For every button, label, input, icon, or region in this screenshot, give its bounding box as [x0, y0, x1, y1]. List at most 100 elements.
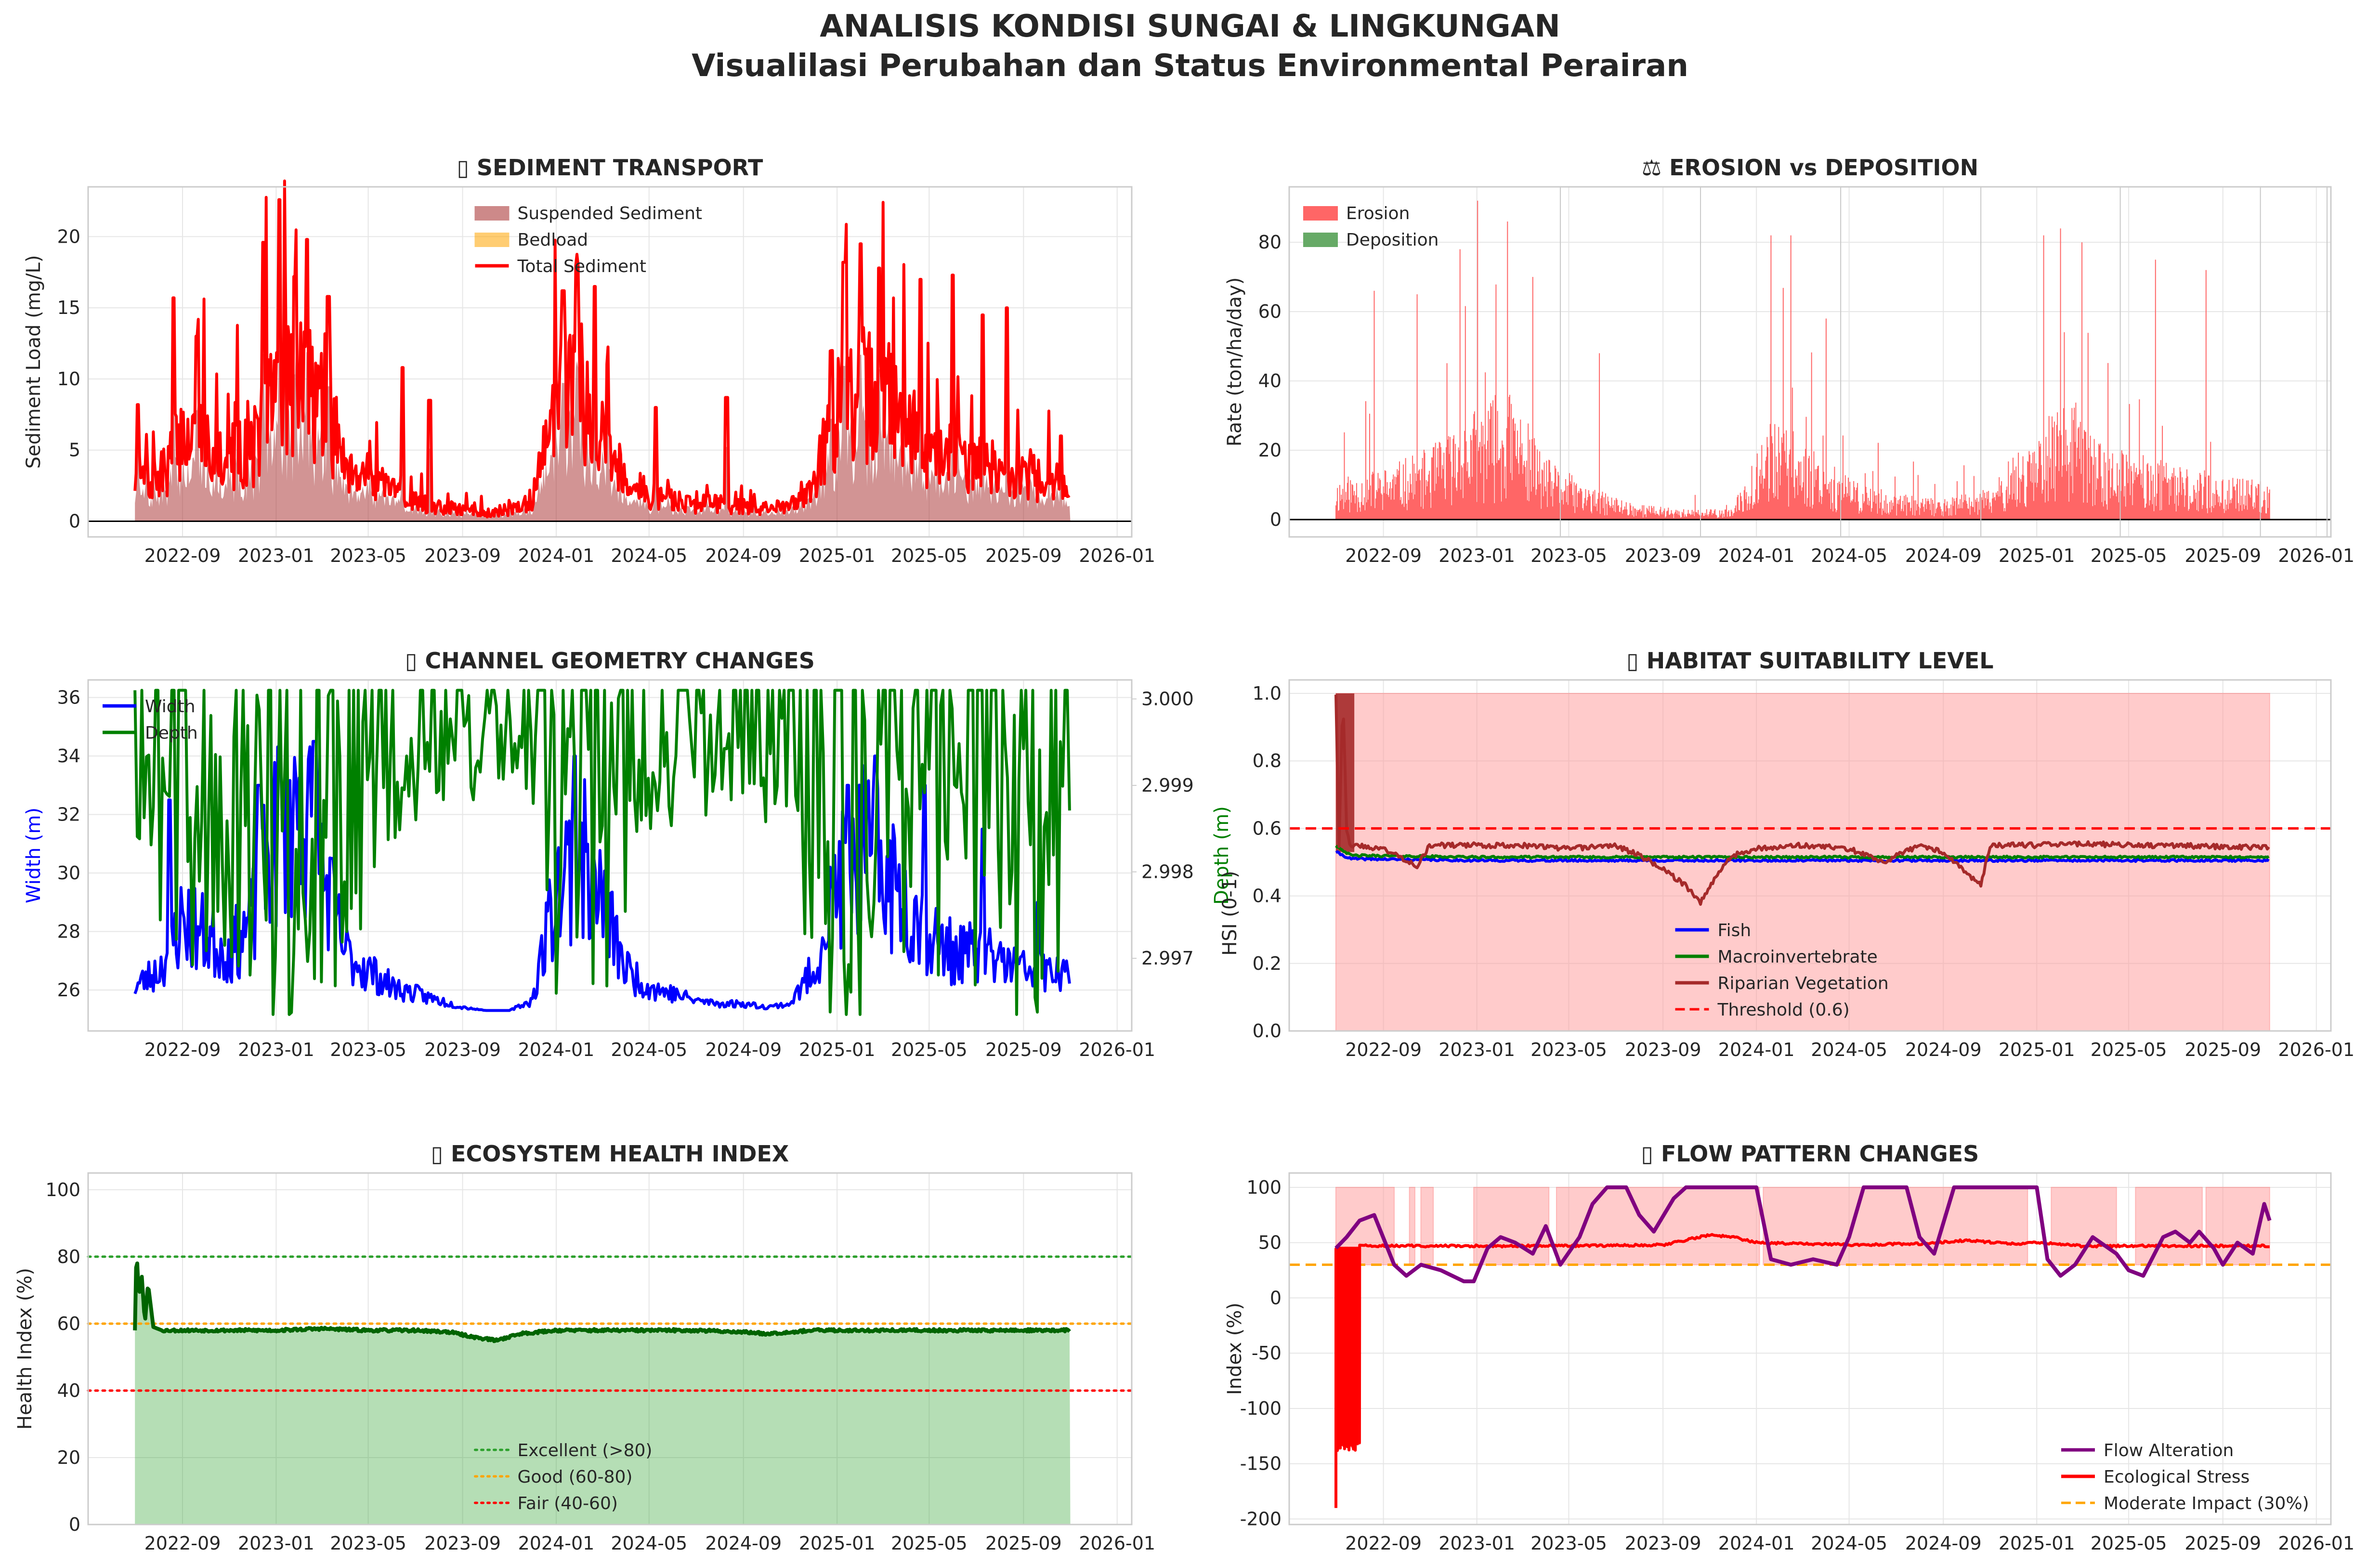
y2-tick-label: 2.998 — [1141, 861, 1194, 883]
impact-shade — [2135, 1186, 2203, 1265]
y-tick-label: 1.0 — [1253, 683, 1282, 704]
y-tick-label: 20 — [1258, 440, 1282, 461]
y-tick-label: 5 — [69, 440, 80, 461]
x-tick-label: 2026-01 — [1079, 545, 1155, 566]
y-tick-label: -150 — [1240, 1453, 1282, 1474]
y-tick-label: 40 — [57, 1380, 80, 1401]
x-tick-label: 2022-09 — [1345, 1039, 1422, 1060]
x-tick-label: 2024-09 — [705, 1533, 782, 1554]
plot-frame — [87, 186, 1133, 538]
chart-flow: 2022-09 2023-01 2023-05 2023-09 2024-01 2024-… — [1224, 1141, 2354, 1554]
x-tick-label: 2024-09 — [1905, 1039, 1982, 1060]
width-line — [133, 732, 1071, 1012]
y-tick-label: -200 — [1240, 1509, 1282, 1530]
legend-flow: Flow Alteration Ecological Stress Moderate… — [2061, 1441, 2309, 1513]
x-tick-label: 2025-05 — [2091, 1039, 2167, 1060]
legend-label: Depth — [145, 723, 198, 743]
plot-area-health — [87, 1255, 1133, 1525]
x-tick-label: 2025-09 — [2184, 1533, 2261, 1554]
legend-health: Excellent (>80) Good (60-80) Fair (40-60) — [474, 1441, 652, 1513]
chart-geometry: 2.997 2.998 2.999 3.000 Depth (m) 2022-09 2023… — [23, 648, 1233, 1060]
impact-shade — [1420, 1186, 1434, 1265]
x-tick-label: 2025-05 — [2091, 1533, 2167, 1554]
x-tick-label: 2024-05 — [611, 545, 687, 566]
x-tick-label: 2024-05 — [1811, 545, 1887, 566]
chart-erosion: 2022-09 2023-01 2023-05 2023-09 2024-01 2024-… — [1224, 155, 2354, 566]
y-axis-label: Index (%) — [1224, 1303, 1246, 1395]
legend-label: Total Sediment — [517, 257, 647, 276]
y-axis-label: HSI (0-1) — [1219, 871, 1241, 956]
y-tick-label: 0.2 — [1253, 953, 1282, 974]
y-axis-label: Width (m) — [23, 808, 45, 903]
y-tick-label: 36 — [57, 687, 80, 708]
x-tick-label: 2025-05 — [891, 545, 968, 566]
y-tick-label: 28 — [57, 921, 80, 942]
x-tick-label: 2022-09 — [1345, 1533, 1422, 1554]
plot-area-sediment — [88, 179, 1132, 522]
x-tick-label: 2023-05 — [1530, 1533, 1607, 1554]
y-tick-label: 100 — [1246, 1177, 1282, 1198]
x-tick-label: 2024-01 — [1718, 1533, 1795, 1554]
impact-shade — [1763, 1186, 2028, 1265]
x-tick-label: 2023-09 — [424, 1039, 501, 1060]
chart-health: 2022-09 2023-01 2023-05 2023-09 2024-01 2024-… — [14, 1141, 1155, 1554]
x-tick-label: 2024-05 — [611, 1533, 687, 1554]
x-tick-label: 2023-09 — [424, 1533, 501, 1554]
legend-label: Suspended Sediment — [518, 204, 703, 223]
y-tick-label: 26 — [57, 979, 80, 1001]
x-tick-label: 2026-01 — [2278, 1039, 2354, 1060]
y-tick-label: 0 — [1270, 1287, 1282, 1308]
legend-label: Moderate Impact (30%) — [2104, 1494, 2309, 1513]
x-tick-label: 2024-01 — [518, 1039, 595, 1060]
x-tick-label: 2025-09 — [985, 1039, 1062, 1060]
x-tick-label: 2023-05 — [1530, 545, 1607, 566]
x-tick-label: 2023-01 — [1438, 1533, 1515, 1554]
x-tick-label: 2024-01 — [518, 545, 595, 566]
x-tick-label: 2023-01 — [238, 1039, 314, 1060]
x-tick-label: 2024-01 — [1718, 1039, 1795, 1060]
chart-title: ⚖ EROSION vs DEPOSITION — [1642, 155, 1978, 181]
x-tick-label: 2023-05 — [330, 1533, 406, 1554]
legend-swatch — [1303, 206, 1338, 221]
total-sediment-line — [133, 179, 1071, 519]
x-tick-label: 2025-09 — [985, 545, 1062, 566]
x-tick-label: 2025-09 — [2184, 1039, 2261, 1060]
macroinvertebrate-line — [1334, 845, 2270, 860]
x-tick-label: 2023-05 — [330, 1039, 406, 1060]
legend-label: Bedload — [518, 230, 588, 250]
y-axis-label: Health Index (%) — [14, 1268, 36, 1430]
y-tick-label: 100 — [45, 1179, 80, 1200]
plot-area-flow — [1289, 1185, 2331, 1508]
y2-tick-label: 3.000 — [1141, 689, 1194, 710]
x-tick-label: 2024-09 — [1905, 545, 1982, 566]
x-tick-label: 2025-05 — [891, 1533, 968, 1554]
x-tick-label: 2024-01 — [1718, 545, 1795, 566]
y-axis-label: Sediment Load (mg/L) — [23, 255, 45, 469]
y-tick-label: 0 — [69, 510, 80, 532]
y-tick-label: 30 — [57, 862, 80, 884]
legend-swatch — [474, 206, 510, 221]
figure-title-line-1: ANALISIS KONDISI SUNGAI & LINGKUNGAN — [820, 9, 1560, 44]
y-tick-label: 0.4 — [1253, 886, 1282, 907]
y-tick-label: 50 — [1258, 1232, 1282, 1253]
y-tick-label: 32 — [57, 804, 80, 825]
y-tick-label: 0 — [69, 1514, 80, 1535]
legend-label: Width — [145, 697, 196, 717]
y-tick-label: 15 — [57, 297, 80, 318]
y-tick-label: 0.0 — [1253, 1020, 1282, 1042]
legend-habitat: Fish Macroinvertebrate Riparian Vegetation… — [1675, 921, 1889, 1020]
legend-label: Ecological Stress — [2104, 1467, 2249, 1487]
x-tick-label: 2023-01 — [1438, 1039, 1515, 1060]
figure-title-line-2: Visualilasi Perubahan dan Status Environ… — [692, 48, 1688, 84]
riparian-vegetation-line — [1334, 694, 2270, 906]
legend-erosion: Erosion Deposition — [1303, 204, 1438, 250]
x-tick-label: 2023-09 — [1625, 545, 1701, 566]
legend-label: Flow Alteration — [2104, 1441, 2234, 1460]
y-tick-label: 0.8 — [1253, 750, 1282, 771]
chart-title: ▯ CHANNEL GEOMETRY CHANGES — [405, 648, 815, 674]
x-tick-label: 2022-09 — [144, 545, 221, 566]
legend-geometry: Width Depth — [103, 697, 198, 743]
x-tick-label: 2025-01 — [799, 545, 876, 566]
x-tick-label: 2023-09 — [424, 545, 501, 566]
x-tick-label: 2025-05 — [891, 1039, 968, 1060]
